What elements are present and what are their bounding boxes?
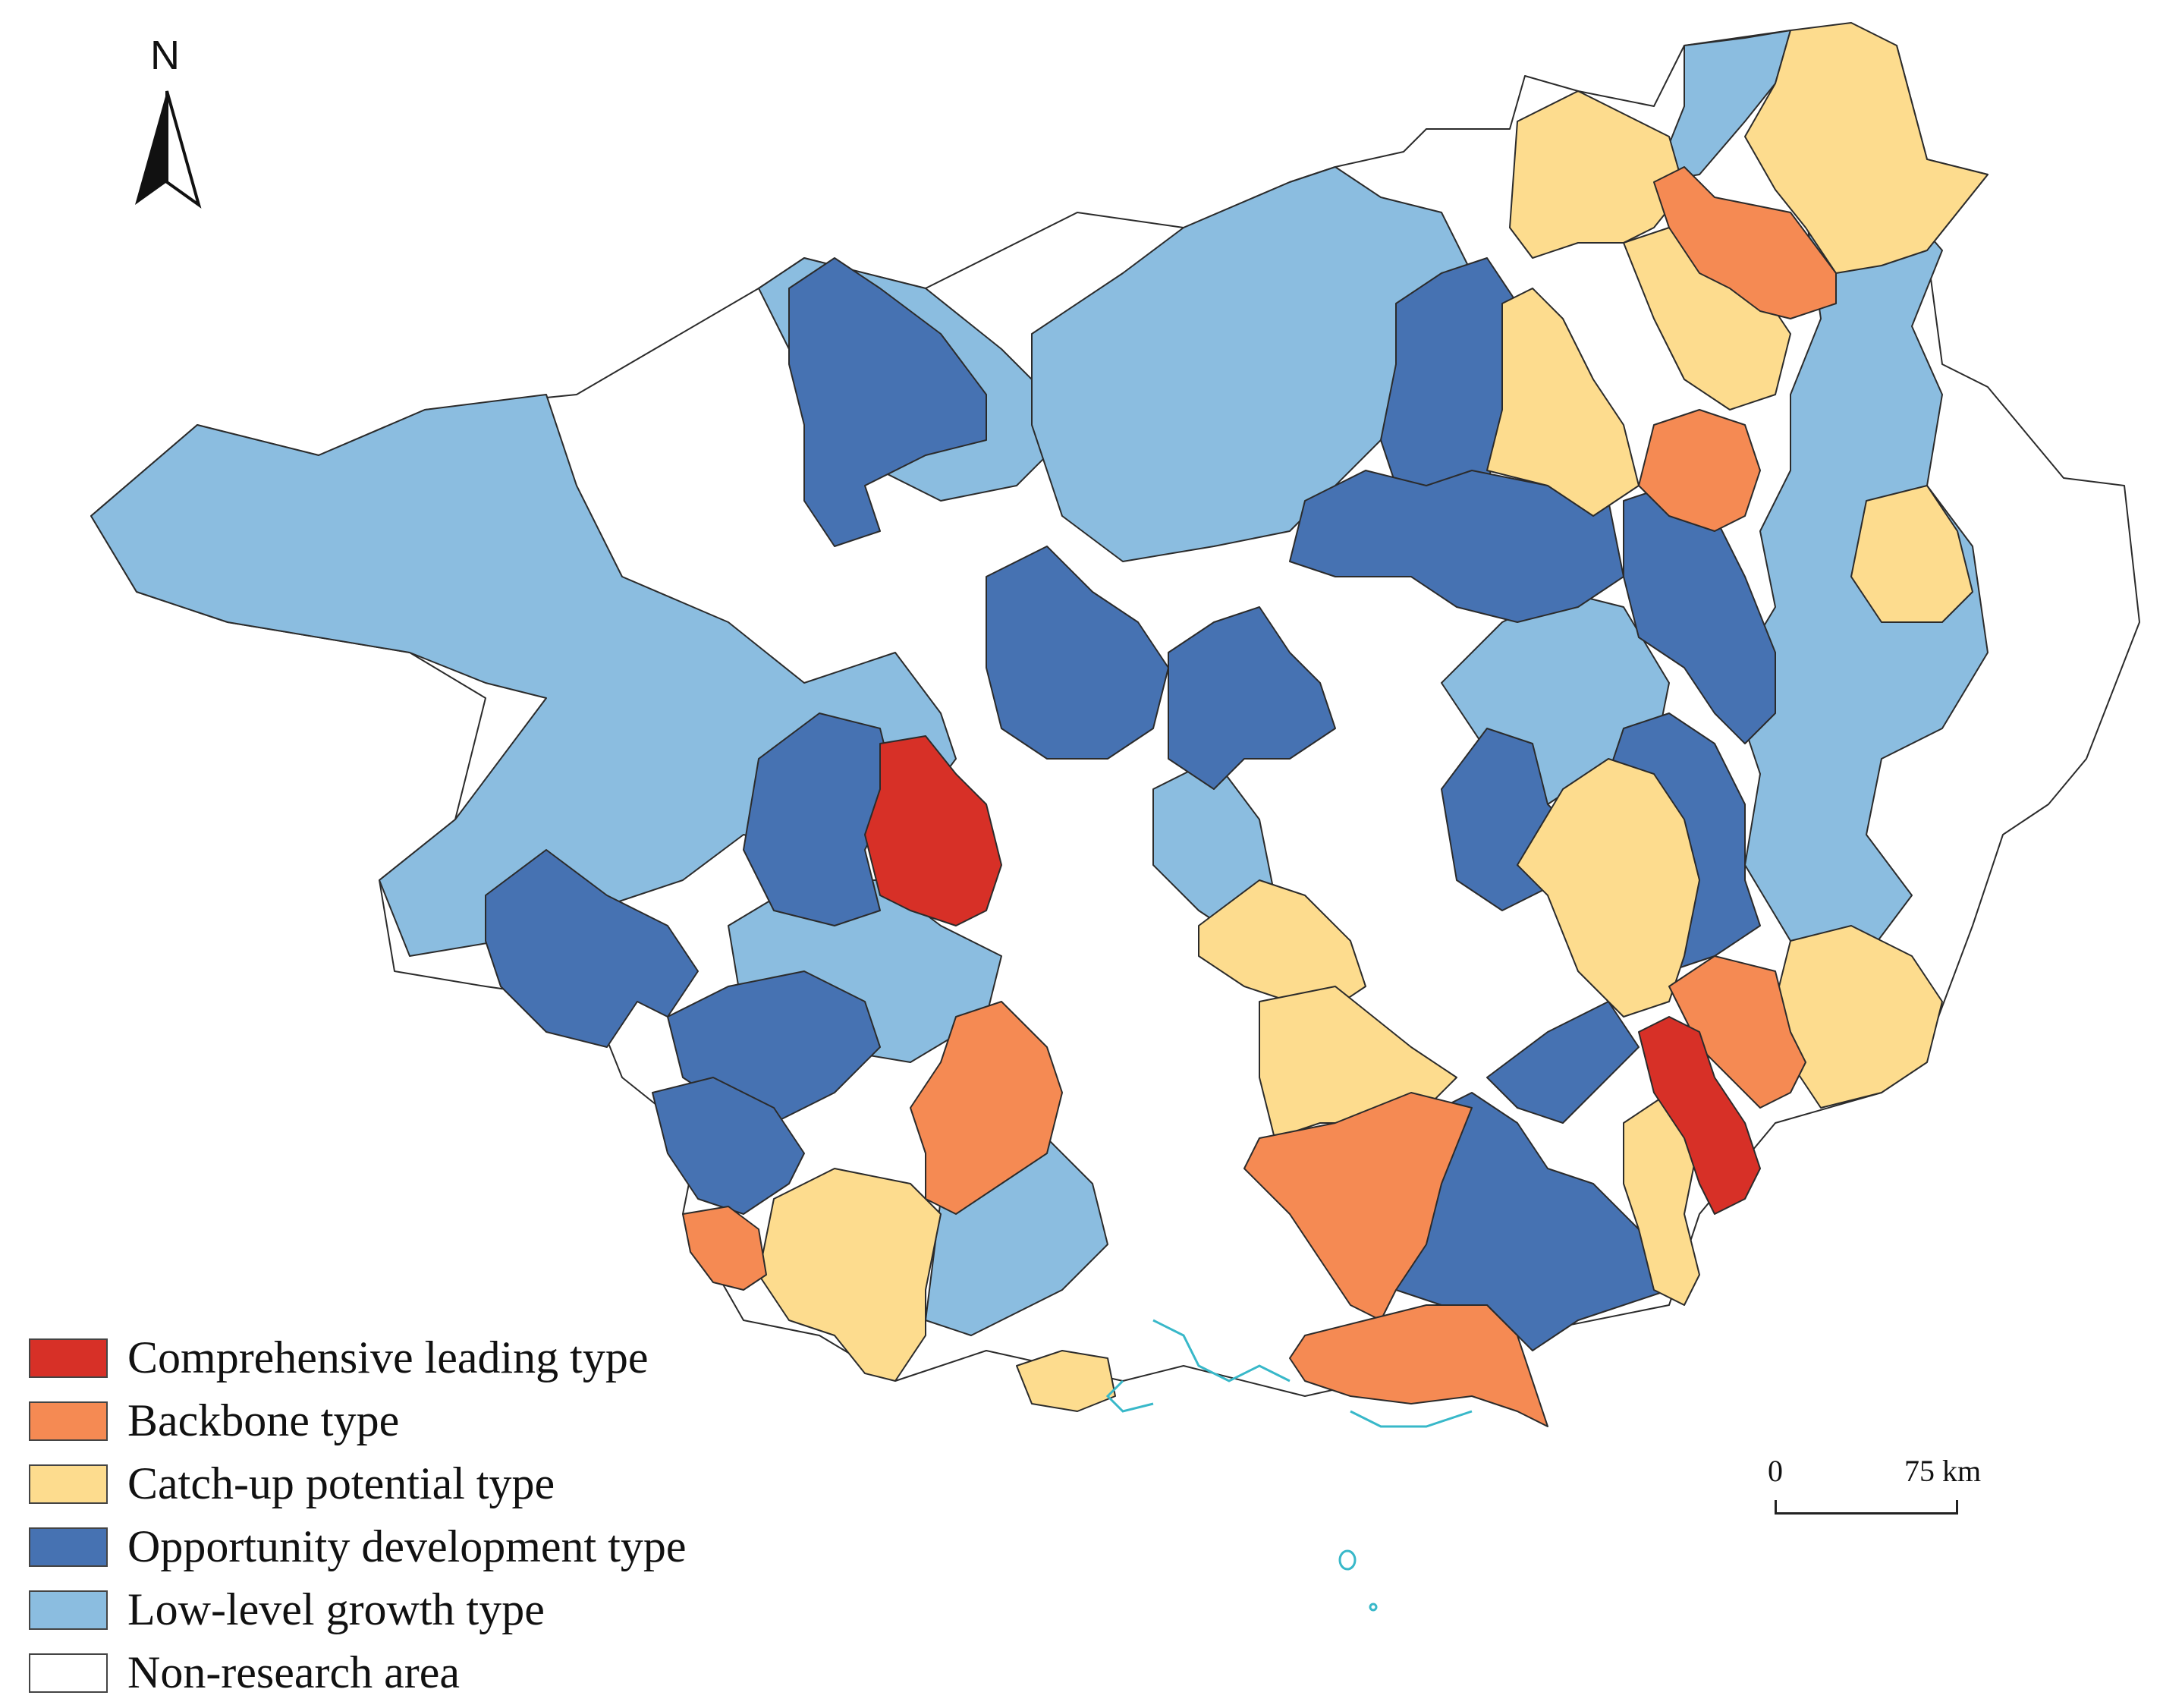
legend-swatch-backbone (29, 1401, 108, 1441)
scale-bar: 0 75 km (1768, 1453, 1981, 1537)
region-backbone (682, 1206, 767, 1291)
legend-swatch-catchup (29, 1464, 108, 1504)
region-catchup (1850, 485, 1973, 623)
north-arrow-icon (135, 90, 202, 209)
region-backbone (1638, 409, 1761, 532)
coastline (1105, 1319, 1473, 1428)
legend-swatch-opportunity (29, 1527, 108, 1567)
legend-item: Comprehensive leading type (29, 1326, 687, 1389)
region-lowlevel (1653, 30, 1791, 183)
legend-swatch-lowlevel (29, 1590, 108, 1630)
legend-label: Catch-up potential type (127, 1458, 555, 1508)
region-catchup (1744, 22, 1989, 274)
legend-item: Non-research area (29, 1641, 687, 1704)
region-opportunity (1486, 1001, 1640, 1124)
region-catchup (758, 1168, 942, 1382)
legend-swatch-nonresearch (29, 1653, 108, 1693)
legend-label: Comprehensive leading type (127, 1332, 649, 1382)
region-backbone (910, 1001, 1063, 1215)
island-shape (1369, 1603, 1378, 1612)
region-opportunity (485, 849, 699, 1048)
legend-item: Catch-up potential type (29, 1452, 687, 1515)
legend-label: Opportunity development type (127, 1521, 687, 1571)
legend-item: Opportunity development type (29, 1515, 687, 1578)
legend-swatch-comprehensive (29, 1338, 108, 1378)
legend-label: Low-level growth type (127, 1584, 545, 1634)
region-backbone (1243, 1092, 1473, 1321)
legend-label: Backbone type (127, 1395, 400, 1445)
region-backbone (1289, 1304, 1548, 1427)
region-opportunity (1168, 606, 1336, 790)
scale-start-label: 0 (1768, 1454, 1783, 1488)
region-opportunity (652, 1077, 805, 1215)
legend-item: Low-level growth type (29, 1578, 687, 1641)
region-comprehensive (864, 735, 1002, 926)
scale-tick (1956, 1500, 1958, 1514)
region-opportunity (788, 257, 987, 547)
scale-end-label: 75 km (1904, 1454, 1982, 1488)
region-opportunity (1289, 470, 1624, 623)
legend-label: Non-research area (127, 1647, 461, 1697)
region-catchup (1016, 1350, 1116, 1412)
region-backbone (1668, 955, 1806, 1109)
region-catchup (1517, 758, 1700, 1018)
region-catchup (1509, 90, 1685, 259)
region-opportunity (743, 712, 896, 926)
region-opportunity (986, 546, 1169, 760)
legend: Comprehensive leading type Backbone type… (29, 1326, 687, 1704)
region-backbone (1653, 166, 1837, 319)
scale-tick (1775, 1500, 1777, 1514)
region-comprehensive (1638, 1016, 1761, 1215)
island-shape (1338, 1549, 1357, 1571)
scale-line (1775, 1512, 1958, 1515)
north-label: N (150, 33, 180, 78)
region-opportunity (1395, 1092, 1670, 1351)
legend-item: Backbone type (29, 1389, 687, 1452)
